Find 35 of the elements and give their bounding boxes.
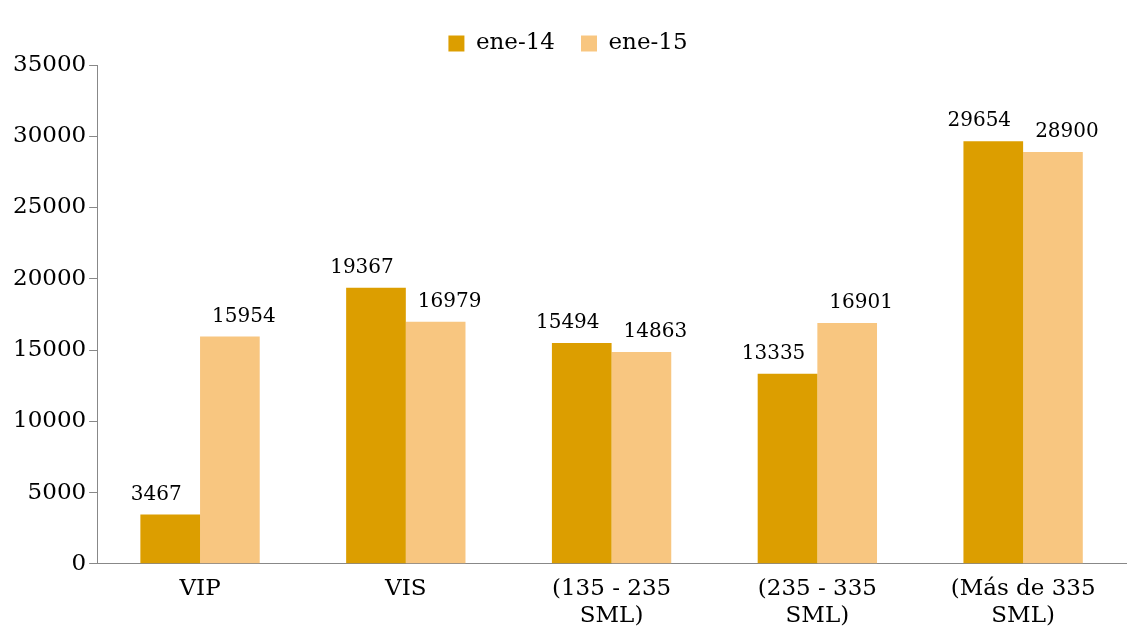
data-label: 13335 [741, 339, 806, 364]
legend-label: ene-14 [475, 28, 555, 55]
y-tick-label: 0 [71, 548, 87, 575]
data-label: 28900 [1035, 118, 1099, 143]
x-tick-label: VIP [178, 573, 221, 600]
x-tick-label: VIS [384, 573, 427, 600]
legend-label: ene-15 [608, 28, 688, 55]
bar [200, 336, 260, 564]
y-tick-label: 35000 [12, 49, 87, 76]
y-tick-label: 5000 [27, 477, 87, 504]
bar [346, 287, 406, 564]
data-label: 3467 [130, 480, 182, 505]
bar [611, 351, 672, 564]
y-tick-label: 15000 [12, 335, 87, 361]
data-label: 14863 [623, 318, 688, 343]
bar [405, 321, 466, 564]
data-label: 16901 [829, 289, 893, 314]
bar [757, 373, 818, 564]
y-tick-label: 30000 [12, 121, 87, 148]
data-label: 19367 [330, 254, 394, 278]
bar [817, 322, 878, 564]
bar [963, 141, 1024, 564]
x-tick-label: (235 - 335 SML) [757, 573, 877, 628]
data-label: 29654 [947, 107, 1012, 132]
data-label: 15494 [535, 309, 600, 334]
data-label: 16979 [417, 288, 482, 313]
y-tick-label: 25000 [12, 192, 87, 219]
bar [140, 514, 201, 564]
y-tick-label: 20000 [12, 263, 87, 290]
data-label: 15954 [212, 302, 276, 327]
y-tick-label: 10000 [12, 406, 87, 433]
bar [551, 342, 612, 564]
x-tick-label: (135 - 235 SML) [552, 573, 672, 628]
bar [1023, 151, 1083, 564]
x-tick-label: (Más de 335 SML) [950, 573, 1096, 628]
